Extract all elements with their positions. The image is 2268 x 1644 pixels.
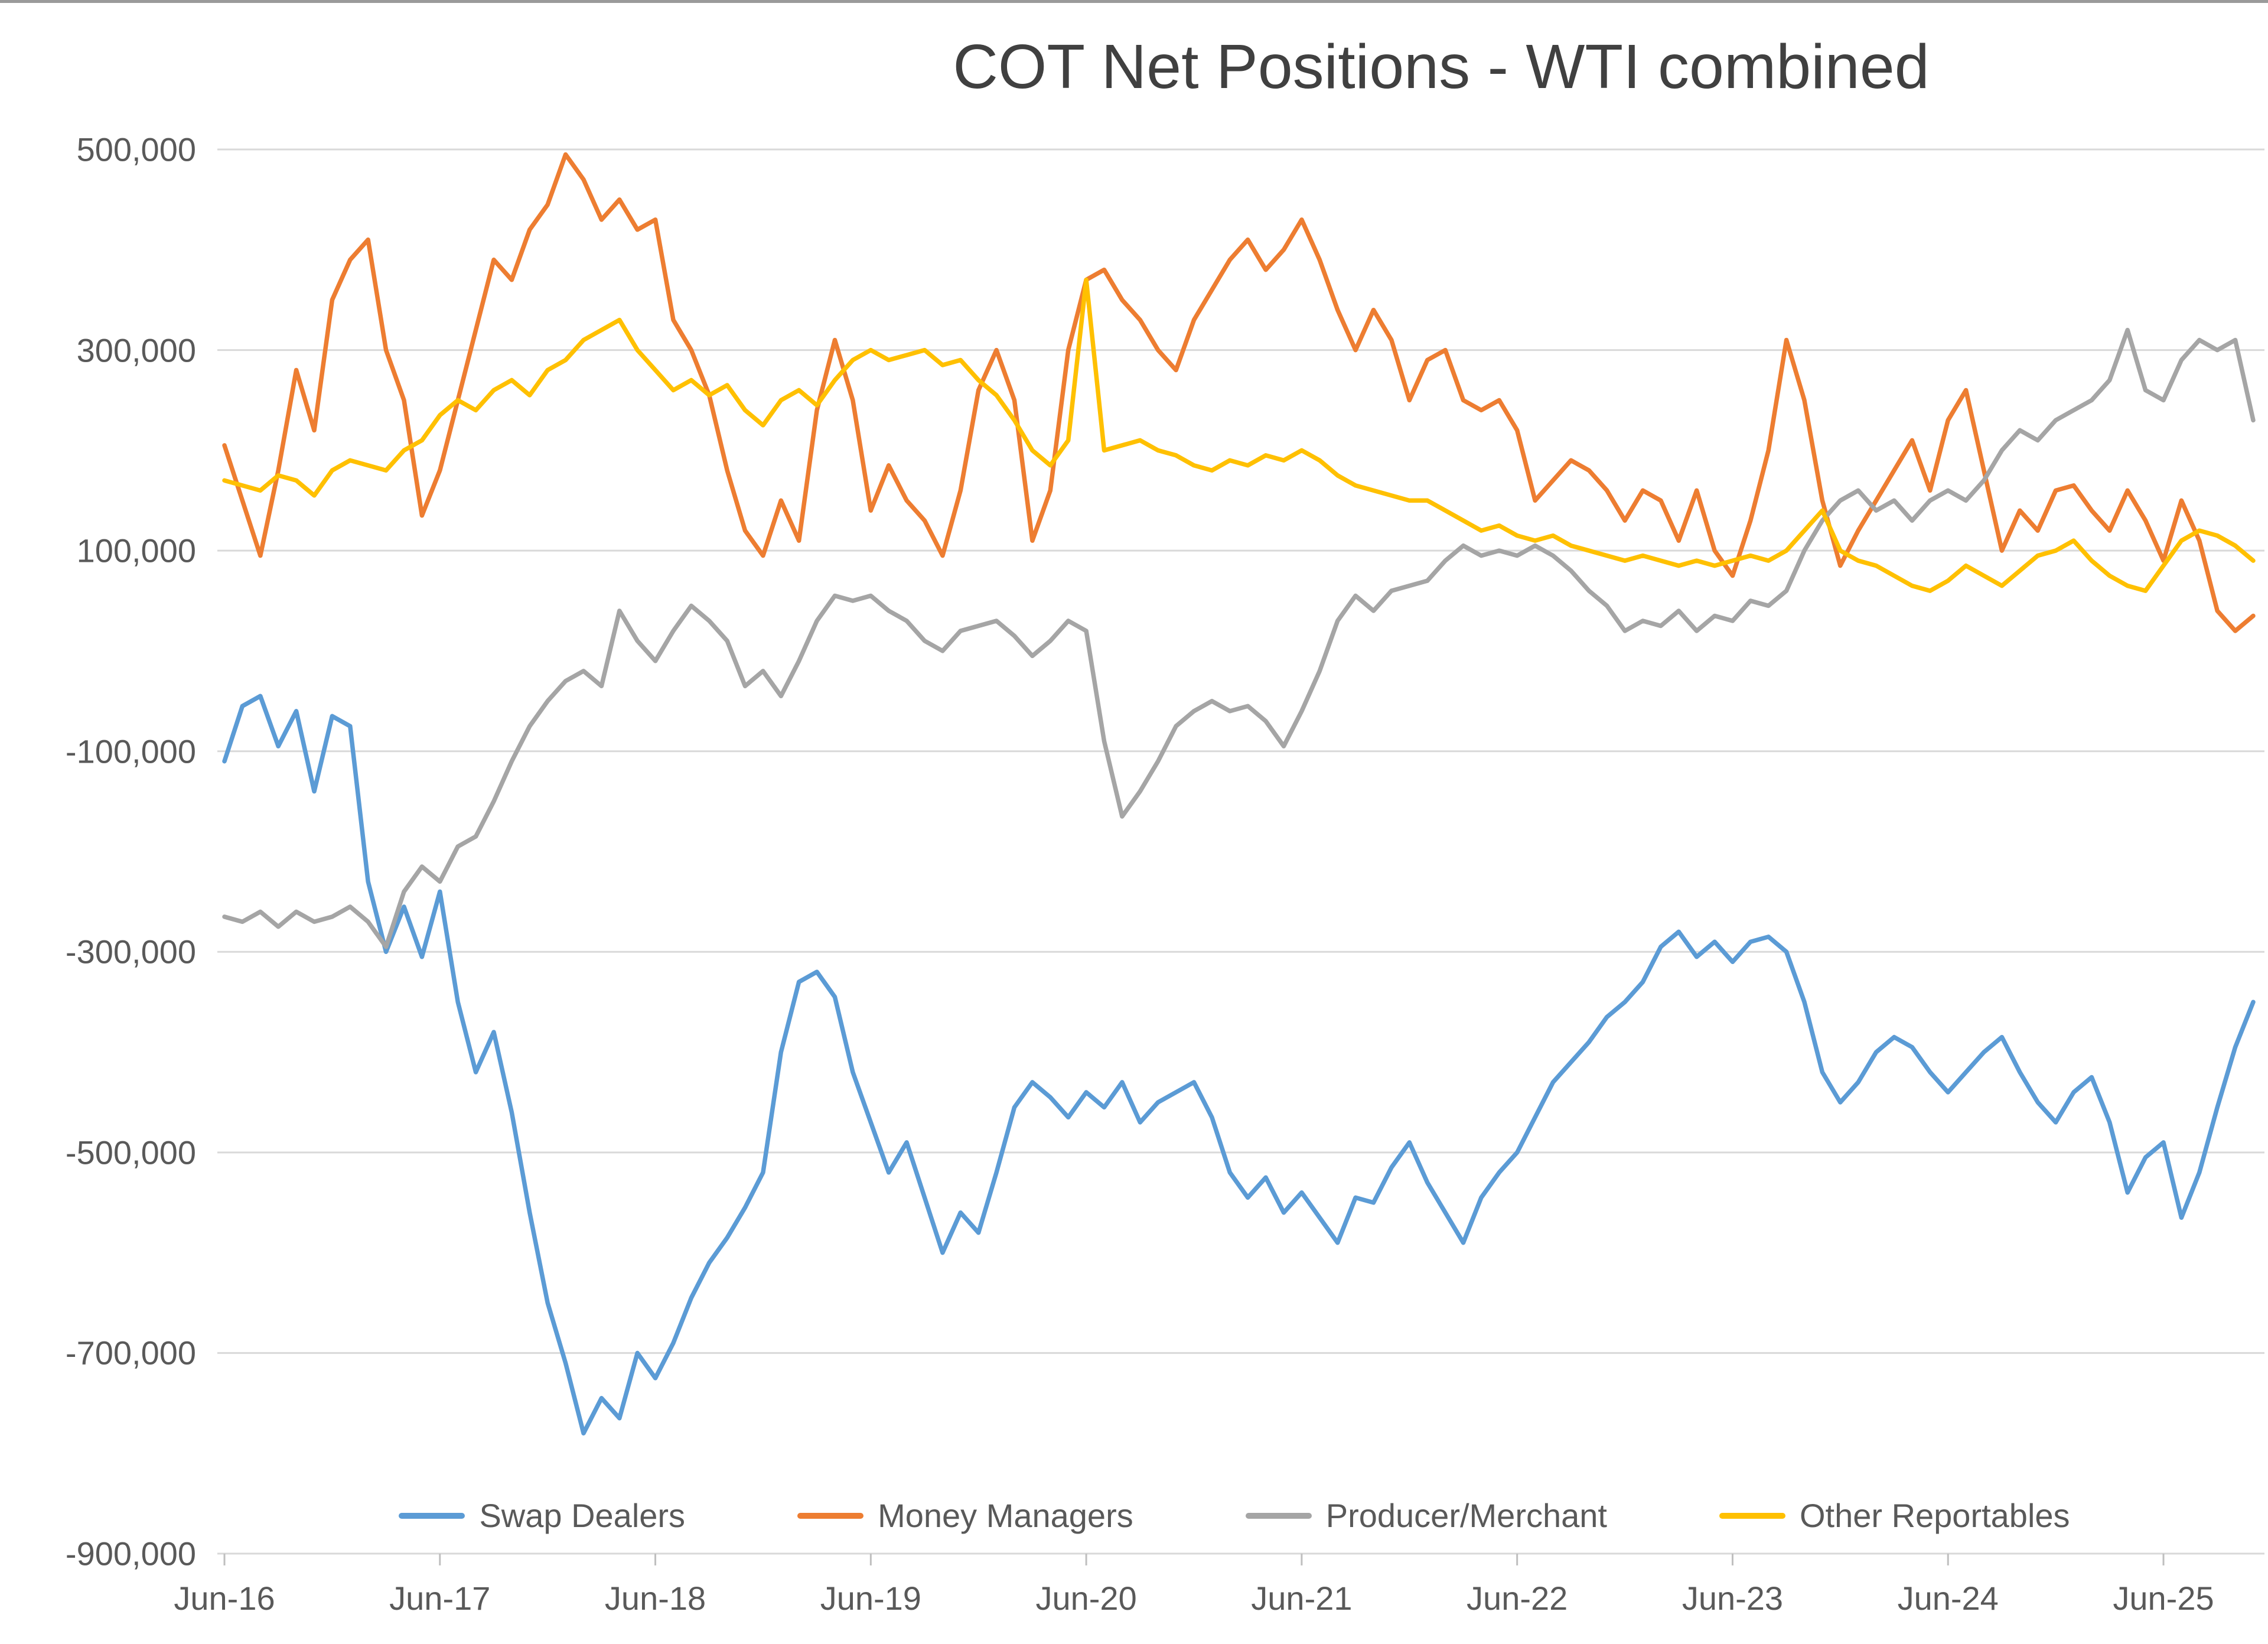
legend-item-swap-dealers: Swap Dealers (399, 1496, 685, 1535)
y-axis-label: -900,000 (65, 1535, 196, 1573)
y-axis-label: 300,000 (76, 331, 196, 369)
legend-item-money-managers: Money Managers (797, 1496, 1133, 1535)
series-line-producer-merchant (222, 327, 2256, 949)
x-axis-label: Jun-22 (1467, 1580, 1568, 1617)
legend-item-producer-merchant: Producer/Merchant (1245, 1496, 1607, 1535)
series-line-other-reportables (222, 277, 2256, 593)
legend-item-other-reportables: Other Reportables (1719, 1496, 2070, 1535)
legend-label: Other Reportables (1799, 1497, 2070, 1534)
x-axis-labels: Jun-16 Jun-17 Jun-18 Jun-19 Jun-20 Jun-21 Jun-… (0, 3, 2268, 1644)
y-axis-label: 100,000 (76, 532, 196, 569)
chart-title: COT Net Positions - WTI combined (953, 32, 1930, 102)
legend-line-swatch-money-managers (797, 1512, 864, 1519)
legend-label: Money Managers (878, 1497, 1133, 1534)
legend-line-swatch-producer-merchant (1245, 1512, 1312, 1519)
legend-line-swatch-other-reportables (1719, 1512, 1785, 1519)
y-axis-label: -500,000 (65, 1134, 196, 1171)
legend: Swap Dealers Money Managers Producer/Mer… (224, 1496, 2244, 1535)
y-axis-label: -700,000 (65, 1334, 196, 1372)
x-axis-label: Jun-17 (389, 1580, 491, 1617)
y-axis-label: -100,000 (65, 733, 196, 770)
y-axis-label: 500,000 (76, 131, 196, 168)
x-axis-label: Jun-24 (1897, 1580, 1999, 1617)
x-axis-label: Jun-16 (174, 1580, 275, 1617)
legend-label: Producer/Merchant (1325, 1497, 1607, 1534)
x-axis-label: Jun-23 (1682, 1580, 1784, 1617)
series-line-swap-dealers (222, 694, 2256, 1436)
legend-label: Swap Dealers (479, 1497, 686, 1534)
x-axis-label: Jun-25 (2113, 1580, 2214, 1617)
plot-svg (217, 148, 2264, 1565)
x-axis-label: Jun-19 (820, 1580, 921, 1617)
y-axis-labels: 500,000 300,000 100,000 -100,000 -300,000 -50… (0, 3, 196, 1644)
series-line-money-managers (222, 152, 2256, 633)
x-axis-label: Jun-18 (604, 1580, 706, 1617)
x-axis-label: Jun-20 (1035, 1580, 1137, 1617)
x-axis-label: Jun-21 (1251, 1580, 1353, 1617)
legend-line-swatch-swap-dealers (399, 1512, 465, 1519)
y-axis-label: -300,000 (65, 933, 196, 971)
